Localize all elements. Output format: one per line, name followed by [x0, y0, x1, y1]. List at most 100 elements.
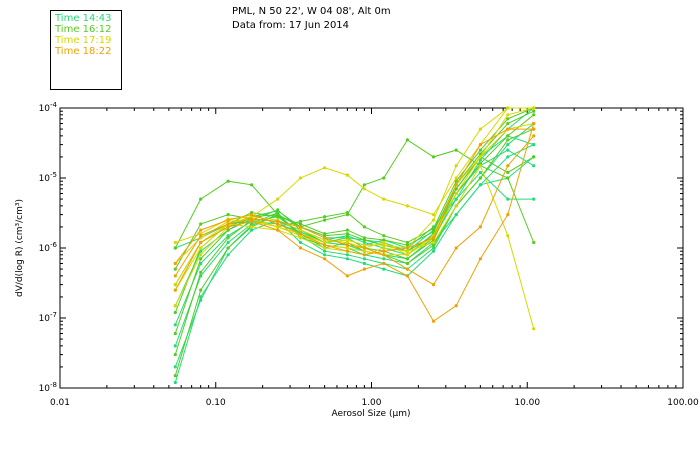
y-tick-label: 10-5: [39, 171, 57, 184]
data-point: [199, 298, 203, 302]
data-point: [345, 257, 349, 261]
data-point: [345, 253, 349, 257]
data-point: [226, 222, 230, 226]
data-point: [199, 246, 203, 250]
series-s19: [173, 121, 536, 323]
data-point: [323, 232, 327, 236]
x-axis-label: Aerosol Size (µm): [332, 409, 411, 419]
data-point: [345, 228, 349, 232]
data-point: [362, 257, 366, 261]
data-point: [431, 249, 436, 253]
data-point: [382, 253, 386, 257]
data-point: [431, 155, 436, 159]
data-point: [323, 246, 327, 250]
series-line: [174, 110, 534, 313]
data-point: [454, 304, 458, 308]
data-point: [173, 380, 177, 385]
data-point: [276, 208, 280, 212]
data-point: [250, 213, 254, 217]
data-point: [506, 113, 510, 117]
data-point: [276, 213, 280, 217]
legend-item-time-1612: Time 16:12: [55, 24, 112, 35]
data-point: [478, 143, 482, 147]
data-point: [382, 257, 386, 261]
data-point: [226, 225, 230, 229]
series-line: [174, 128, 534, 264]
y-tick-label: 10-8: [39, 381, 57, 394]
location-header: PML, N 50 22', W 04 08', Alt 0m: [232, 6, 391, 17]
data-point: [454, 197, 458, 201]
data-point: [199, 197, 203, 201]
data-point: [345, 249, 349, 253]
data-point: [362, 225, 366, 229]
data-point: [454, 148, 458, 152]
data-point: [173, 374, 177, 378]
data-point: [298, 236, 303, 240]
data-point: [199, 288, 203, 292]
data-point: [173, 261, 177, 266]
data-point: [405, 274, 409, 278]
data-point: [454, 204, 458, 208]
data-point: [431, 240, 436, 245]
data-point: [323, 236, 327, 240]
data-point: [250, 228, 254, 232]
data-point: [323, 257, 327, 261]
data-point: [345, 236, 349, 240]
data-point: [478, 127, 482, 131]
series-line: [174, 107, 534, 264]
data-point: [506, 170, 510, 175]
data-point: [454, 164, 458, 168]
data-point: [173, 288, 177, 292]
data-point: [382, 197, 386, 201]
data-point: [345, 274, 349, 278]
data-point: [506, 234, 510, 238]
series-s03: [173, 155, 536, 348]
data-point: [298, 228, 303, 232]
data-point: [345, 238, 349, 242]
data-point: [345, 232, 349, 236]
y-tick-label: 10-4: [39, 101, 58, 114]
data-point: [478, 183, 482, 187]
data-point: [532, 109, 536, 113]
data-point: [298, 225, 303, 229]
data-point: [532, 327, 536, 331]
data-point: [532, 121, 536, 126]
data-point: [478, 176, 482, 180]
data-point: [532, 197, 536, 201]
data-point: [323, 240, 327, 245]
data-point: [250, 217, 254, 221]
data-point: [199, 270, 203, 274]
data-point: [506, 127, 510, 131]
data-point: [276, 219, 280, 223]
data-point: [199, 234, 203, 238]
data-point: [298, 232, 303, 236]
data-point: [173, 283, 177, 287]
data-point: [323, 215, 327, 219]
data-point: [226, 246, 230, 250]
data-point: [345, 246, 349, 250]
data-point: [199, 240, 203, 245]
data-point: [431, 213, 436, 217]
data-point: [173, 344, 177, 348]
x-tick-label: 10.00: [514, 398, 540, 408]
data-point: [173, 246, 177, 250]
data-point: [506, 155, 510, 159]
data-point: [298, 176, 303, 180]
series-line: [174, 156, 535, 347]
data-point: [454, 176, 458, 180]
data-point: [173, 323, 177, 327]
data-point: [362, 240, 366, 245]
data-point: [431, 218, 436, 222]
x-tick-label: 1.00: [361, 398, 381, 408]
data-point: [532, 164, 536, 168]
data-point: [405, 257, 409, 261]
data-point: [250, 183, 254, 187]
data-point: [276, 225, 280, 229]
data-point: [226, 213, 230, 217]
series-s14: [173, 106, 536, 292]
data-point: [173, 331, 177, 336]
data-point: [506, 121, 510, 126]
data-point: [323, 249, 327, 253]
data-point: [405, 243, 409, 247]
